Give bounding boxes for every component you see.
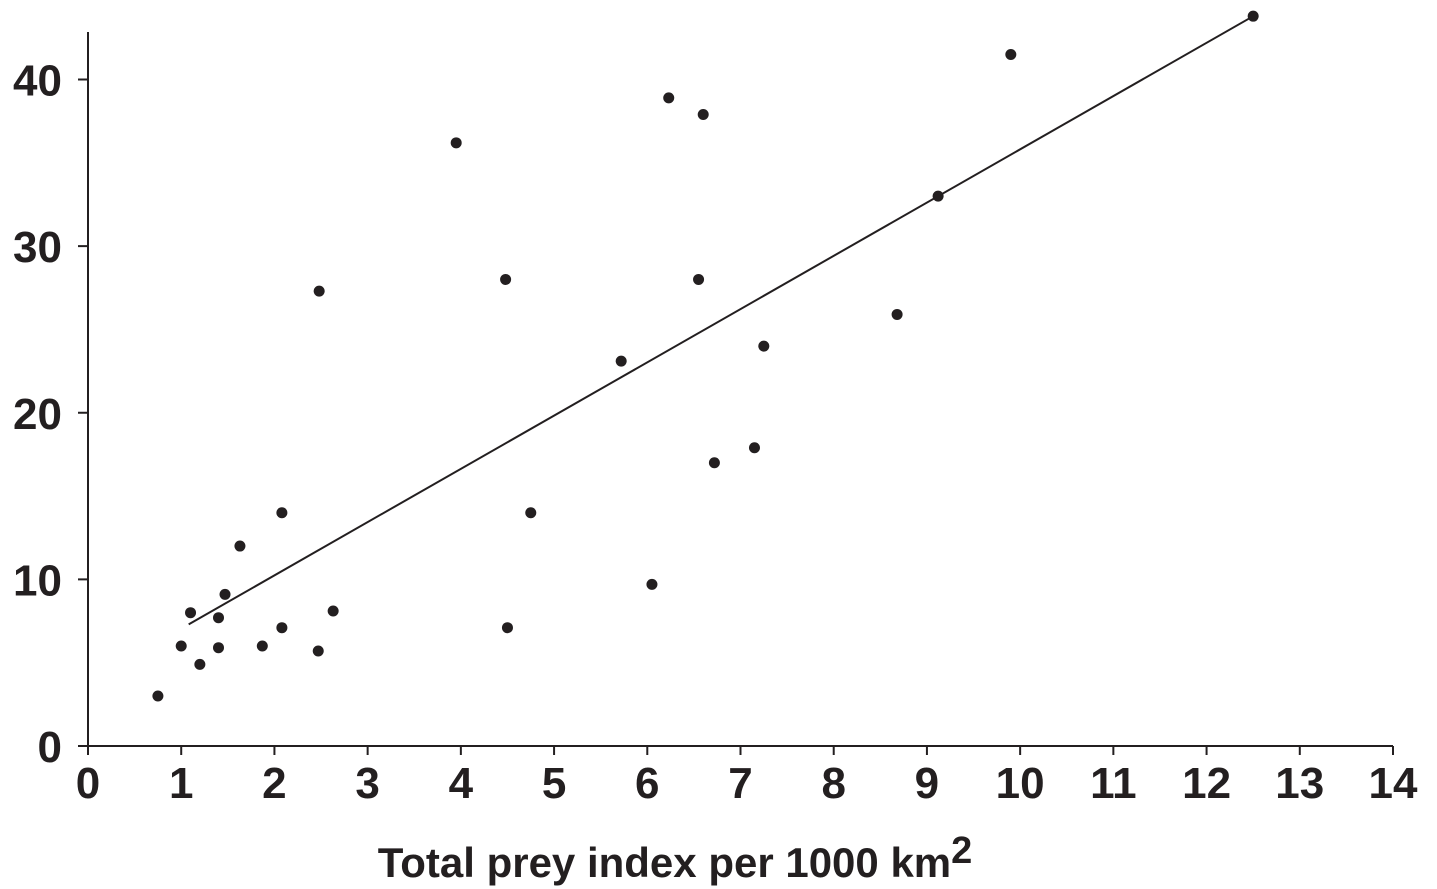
x-tick-label: 10 xyxy=(996,759,1045,808)
x-tick-label: 7 xyxy=(728,759,752,808)
data-point xyxy=(932,190,944,202)
data-point xyxy=(185,607,197,619)
data-point xyxy=(1247,10,1259,22)
data-point xyxy=(256,640,268,652)
y-tick-label: 40 xyxy=(13,57,62,106)
data-point xyxy=(748,442,760,454)
x-tick-label: 14 xyxy=(1369,759,1418,808)
data-point xyxy=(213,642,224,654)
x-tick-label: 12 xyxy=(1182,759,1231,808)
y-tick-label: 10 xyxy=(13,556,62,605)
y-tick-label: 20 xyxy=(13,390,62,439)
x-tick-label: 8 xyxy=(821,759,845,808)
data-point xyxy=(152,690,164,702)
data-point xyxy=(175,640,187,652)
x-tick-label: 5 xyxy=(542,759,566,808)
data-point xyxy=(500,273,512,285)
data-point xyxy=(1005,49,1017,61)
y-tick-label: 0 xyxy=(38,723,62,772)
data-point xyxy=(615,355,627,367)
x-tick-label: 2 xyxy=(262,759,286,808)
data-point xyxy=(891,308,903,320)
data-point xyxy=(708,457,720,469)
data-point xyxy=(194,658,206,670)
data-point xyxy=(450,137,462,149)
data-point xyxy=(213,612,224,624)
x-tick-label: 9 xyxy=(915,759,939,808)
x-axis-title-superscript: 2 xyxy=(951,830,972,872)
data-point xyxy=(313,285,325,297)
x-tick-label: 11 xyxy=(1090,759,1137,808)
trend-line xyxy=(188,15,1254,626)
data-point xyxy=(525,507,537,519)
data-point xyxy=(219,588,231,600)
data-point xyxy=(758,340,770,352)
y-tick-label: 30 xyxy=(13,223,62,272)
x-tick-label: 1 xyxy=(169,759,193,808)
data-point xyxy=(276,507,288,519)
x-tick-label: 13 xyxy=(1275,759,1324,808)
x-axis-title: Total prey index per 1000 km2 xyxy=(378,830,973,886)
x-axis-title-text: Total prey index per 1000 km xyxy=(378,839,951,886)
data-point xyxy=(693,273,705,285)
data-point xyxy=(327,605,339,617)
axes xyxy=(87,32,1393,747)
x-tick-label: 6 xyxy=(635,759,659,808)
x-tick-label: 4 xyxy=(449,759,474,808)
data-point xyxy=(663,92,675,104)
x-tick-label: 0 xyxy=(76,759,100,808)
data-point xyxy=(234,540,246,552)
data-point xyxy=(501,622,513,634)
data-point xyxy=(276,622,288,634)
data-points xyxy=(152,10,1259,702)
y-ticks: 0 10 20 30 40 xyxy=(13,57,88,772)
data-point xyxy=(646,578,658,590)
x-ticks: 0 1 2 3 4 5 6 7 8 9 10 11 12 13 14 xyxy=(76,746,1418,808)
data-point xyxy=(697,108,709,120)
x-tick-label: 3 xyxy=(355,759,379,808)
data-point xyxy=(312,645,324,657)
